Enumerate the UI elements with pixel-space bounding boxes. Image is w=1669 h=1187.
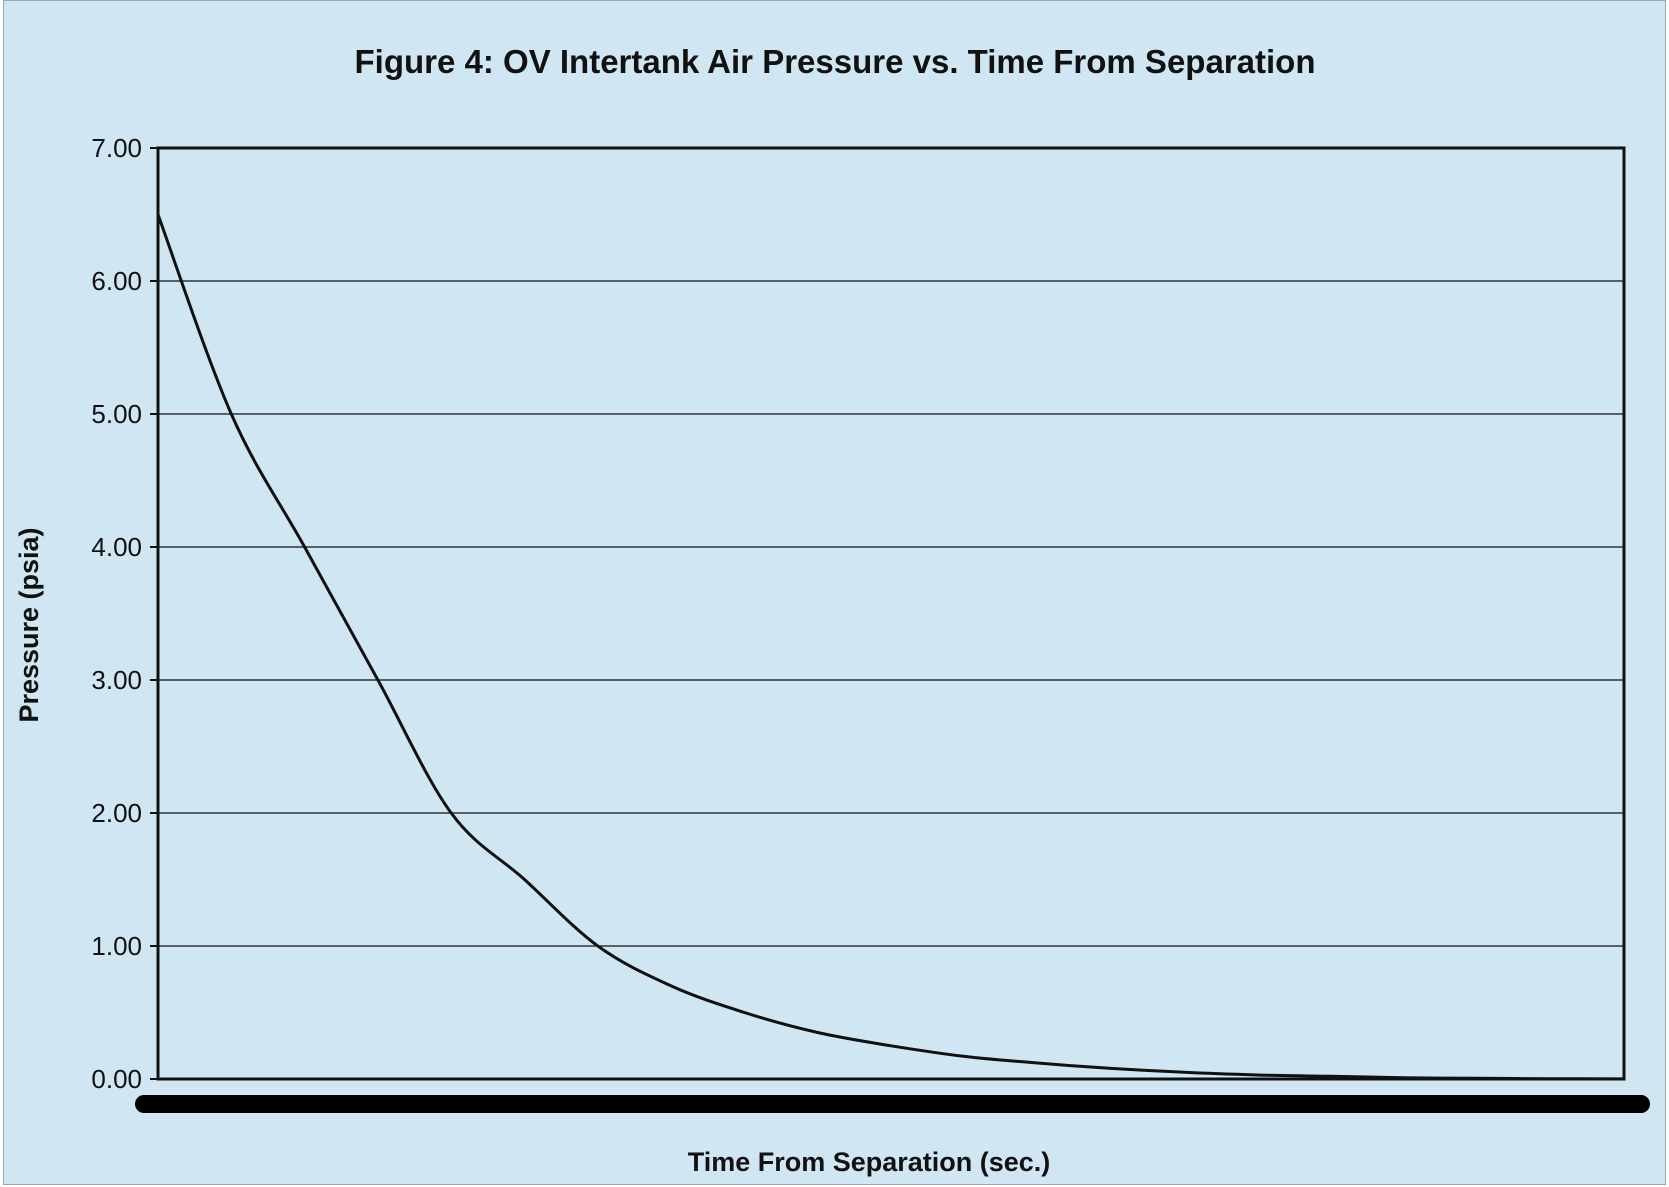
plot-area-border — [156, 146, 1626, 1081]
series-layer — [156, 213, 1625, 1081]
y-tick-label: 7.00 — [91, 133, 142, 163]
y-tick-label: 1.00 — [91, 931, 142, 961]
y-axis-label: Pressure (psia) — [14, 527, 44, 722]
y-tick-label: 0.00 — [91, 1064, 142, 1094]
series-line — [156, 213, 1625, 1081]
y-tick-label: 2.00 — [91, 798, 142, 828]
gridlines — [158, 280, 1624, 947]
x-axis-label: Time From Separation (sec.) — [688, 1147, 1051, 1177]
y-axis-ticks: 0.00 1.00 2.00 3.00 4.00 5.00 6.00 7.00 — [91, 133, 158, 1094]
y-tick-label: 5.00 — [91, 399, 142, 429]
chart-background — [3, 0, 1666, 1185]
y-tick-label: 4.00 — [91, 532, 142, 562]
chart-title: Figure 4: OV Intertank Air Pressure vs. … — [355, 43, 1316, 80]
y-tick-label: 6.00 — [91, 266, 142, 296]
y-tick-label: 3.00 — [91, 665, 142, 695]
